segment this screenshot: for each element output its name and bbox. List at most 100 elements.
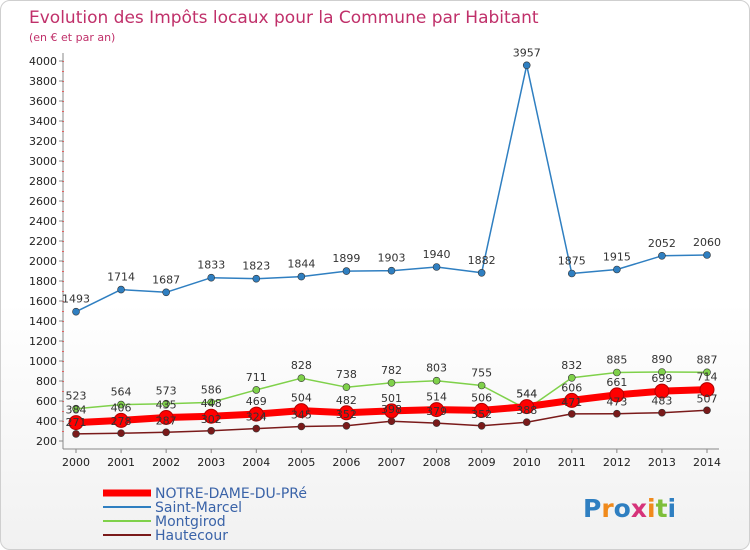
data-point [252,274,261,283]
data-point [68,415,84,431]
data-label: 501 [381,392,402,405]
data-label: 384 [66,404,87,417]
data-point [432,376,441,385]
data-point [387,417,396,426]
data-point [207,398,216,407]
data-label: 388 [516,404,537,417]
data-label: 803 [426,362,447,375]
y-tick-label: 2400 [29,215,57,228]
data-point [162,399,170,408]
data-point [297,374,306,383]
data-label: 1882 [468,254,496,267]
data-label: 1875 [558,255,586,268]
data-label: 271 [66,416,87,429]
data-label: 482 [336,394,357,407]
data-label: 544 [516,388,537,401]
data-point [567,410,576,418]
proxiti-logo: Proxiti [583,494,676,523]
data-point [203,408,219,424]
data-point [703,406,711,415]
chart-title: Evolution des Impôts locaux pour la Comm… [29,8,539,28]
logo-letter: i [647,494,656,523]
data-point [658,368,666,376]
x-tick-label: 2002 [152,456,180,469]
logo-letter: t [656,494,668,523]
data-label: 832 [561,359,582,372]
y-tick-label: 1600 [29,295,57,308]
logo-letter: o [614,494,631,523]
data-label: 379 [426,405,447,418]
x-tick-label: 2005 [287,456,315,469]
data-label: 483 [651,395,672,408]
data-label: 586 [201,383,222,396]
data-point [477,268,486,277]
data-point [567,373,576,382]
y-tick-label: 1000 [29,355,57,368]
legend-label: NOTRE-DAME-DU-PRé [155,486,307,502]
data-point [522,61,531,70]
data-point [432,263,441,271]
x-tick-label: 2013 [648,456,676,469]
data-point [658,252,666,260]
x-tick-label: 2009 [468,456,496,469]
data-point [297,272,306,281]
data-label: 782 [381,364,402,377]
logo-letter: i [668,494,677,523]
data-label: 523 [66,390,87,403]
data-point [387,266,396,275]
series-montgirod [72,368,711,414]
legend-item: Montgirod [103,514,226,530]
data-label: 3957 [513,46,541,59]
x-tick-label: 2003 [197,456,225,469]
data-label: 302 [201,413,222,426]
data-point [113,412,129,428]
legend-item: Hautecour [103,528,228,544]
data-point [384,403,399,419]
x-tick-label: 2006 [332,456,360,469]
y-tick-label: 600 [36,395,57,408]
data-label: 473 [606,396,627,409]
y-tick-label: 3400 [29,115,57,128]
y-tick-label: 3800 [29,75,57,88]
x-tick-label: 2014 [693,456,721,469]
data-label: 1844 [287,258,315,271]
data-point [207,273,216,282]
y-tick-label: 3200 [29,135,57,148]
x-tick-label: 2011 [558,456,586,469]
data-label: 398 [381,403,402,416]
data-label: 506 [471,391,492,404]
data-label: 2052 [648,237,676,250]
data-label: 278 [111,415,132,428]
x-tick-label: 2001 [107,456,135,469]
data-labels: 1493 1714 1687 1833 1823 1844 1899 1903 1940 1882… [62,46,721,429]
series-saint-marcel [72,61,711,316]
data-label: 890 [651,353,672,366]
data-label: 1903 [378,252,406,265]
axes: 200 400 600 800 1000 1200 1400 1600 1800 2000 2200… [29,53,721,469]
data-point [609,387,625,403]
y-tick-label: 2800 [29,175,57,188]
proxiti-logo-text: Proxiti [583,494,676,523]
data-point [342,383,351,392]
data-point [658,408,666,417]
y-tick-label: 1400 [29,315,57,328]
legend-label: Hautecour [155,528,228,544]
data-label: 1899 [332,252,360,265]
series-layer [68,61,715,438]
legend-item: NOTRE-DAME-DU-PRé [103,486,307,502]
y-tick-label: 400 [36,415,57,428]
data-point [297,422,306,431]
series-notre-dame-du-pr- [68,382,715,431]
data-label: 564 [111,386,132,399]
x-tick-label: 2010 [513,456,541,469]
logo-letter: P [583,494,601,523]
data-point [117,400,125,409]
data-point [477,381,486,390]
data-label: 661 [606,376,627,389]
data-point [158,410,174,425]
data-label: 755 [471,367,492,380]
data-label: 406 [111,401,132,414]
data-point [117,285,125,294]
